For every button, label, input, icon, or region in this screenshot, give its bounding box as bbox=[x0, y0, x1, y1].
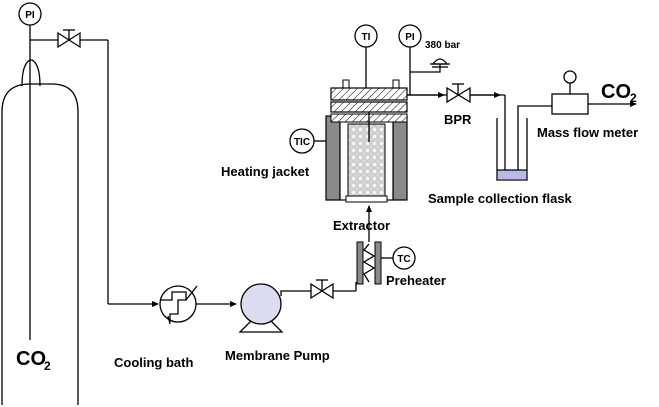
extractor: Extractor bbox=[325, 79, 408, 233]
bpr-label: BPR bbox=[444, 112, 472, 127]
pressure-indicator-extractor: PI bbox=[398, 24, 422, 95]
pi-extractor-label: PI bbox=[405, 32, 415, 43]
tc-label: TC bbox=[397, 254, 410, 265]
cooling-bath: Cooling bath bbox=[114, 285, 198, 370]
rupture-disc-label: 380 bar bbox=[425, 40, 460, 51]
co2-cylinder: CO 2 bbox=[1, 40, 79, 405]
preheater: TC Preheater bbox=[356, 241, 446, 288]
rupture-disc-icon bbox=[431, 58, 449, 65]
cooling-bath-label: Cooling bath bbox=[114, 355, 193, 370]
packed-bed bbox=[347, 123, 386, 197]
mass-flow-meter: Mass flow meter bbox=[537, 70, 638, 140]
pi-cylinder-label: PI bbox=[25, 10, 35, 21]
back-pressure-regulator: BPR bbox=[444, 83, 472, 127]
ti-label: TI bbox=[362, 32, 371, 43]
mass-flow-meter-label: Mass flow meter bbox=[537, 125, 638, 140]
heating-jacket-label: Heating jacket bbox=[221, 164, 310, 179]
sample-collection-flask-label: Sample collection flask bbox=[428, 191, 573, 206]
rupture-disc: 380 bar bbox=[410, 40, 460, 73]
pressure-indicator-cylinder: PI bbox=[18, 2, 42, 40]
co2-cylinder-label: CO bbox=[16, 348, 46, 370]
membrane-pump: Membrane Pump bbox=[225, 283, 330, 363]
pump-icon bbox=[240, 283, 282, 325]
temperature-indicator-controller: TIC bbox=[289, 128, 326, 154]
co2-outlet-label: CO bbox=[601, 81, 631, 103]
sample-collection-flask: Sample collection flask bbox=[428, 105, 573, 206]
heating-jacket-right bbox=[392, 115, 408, 201]
flow-meter-icon bbox=[551, 93, 589, 115]
pump-outlet-valve bbox=[310, 279, 334, 300]
heating-jacket-left bbox=[325, 115, 341, 201]
temperature-indicator: TI bbox=[354, 24, 378, 88]
co2-cylinder-label-subscript: 2 bbox=[44, 359, 51, 373]
flask-liquid bbox=[498, 170, 526, 179]
extractor-label: Extractor bbox=[333, 218, 390, 233]
tic-label: TIC bbox=[294, 137, 310, 148]
cylinder-outlet-valve bbox=[57, 29, 81, 49]
membrane-pump-label: Membrane Pump bbox=[225, 348, 330, 363]
co2-outlet-label-subscript: 2 bbox=[630, 91, 637, 105]
preheater-label: Preheater bbox=[386, 273, 446, 288]
